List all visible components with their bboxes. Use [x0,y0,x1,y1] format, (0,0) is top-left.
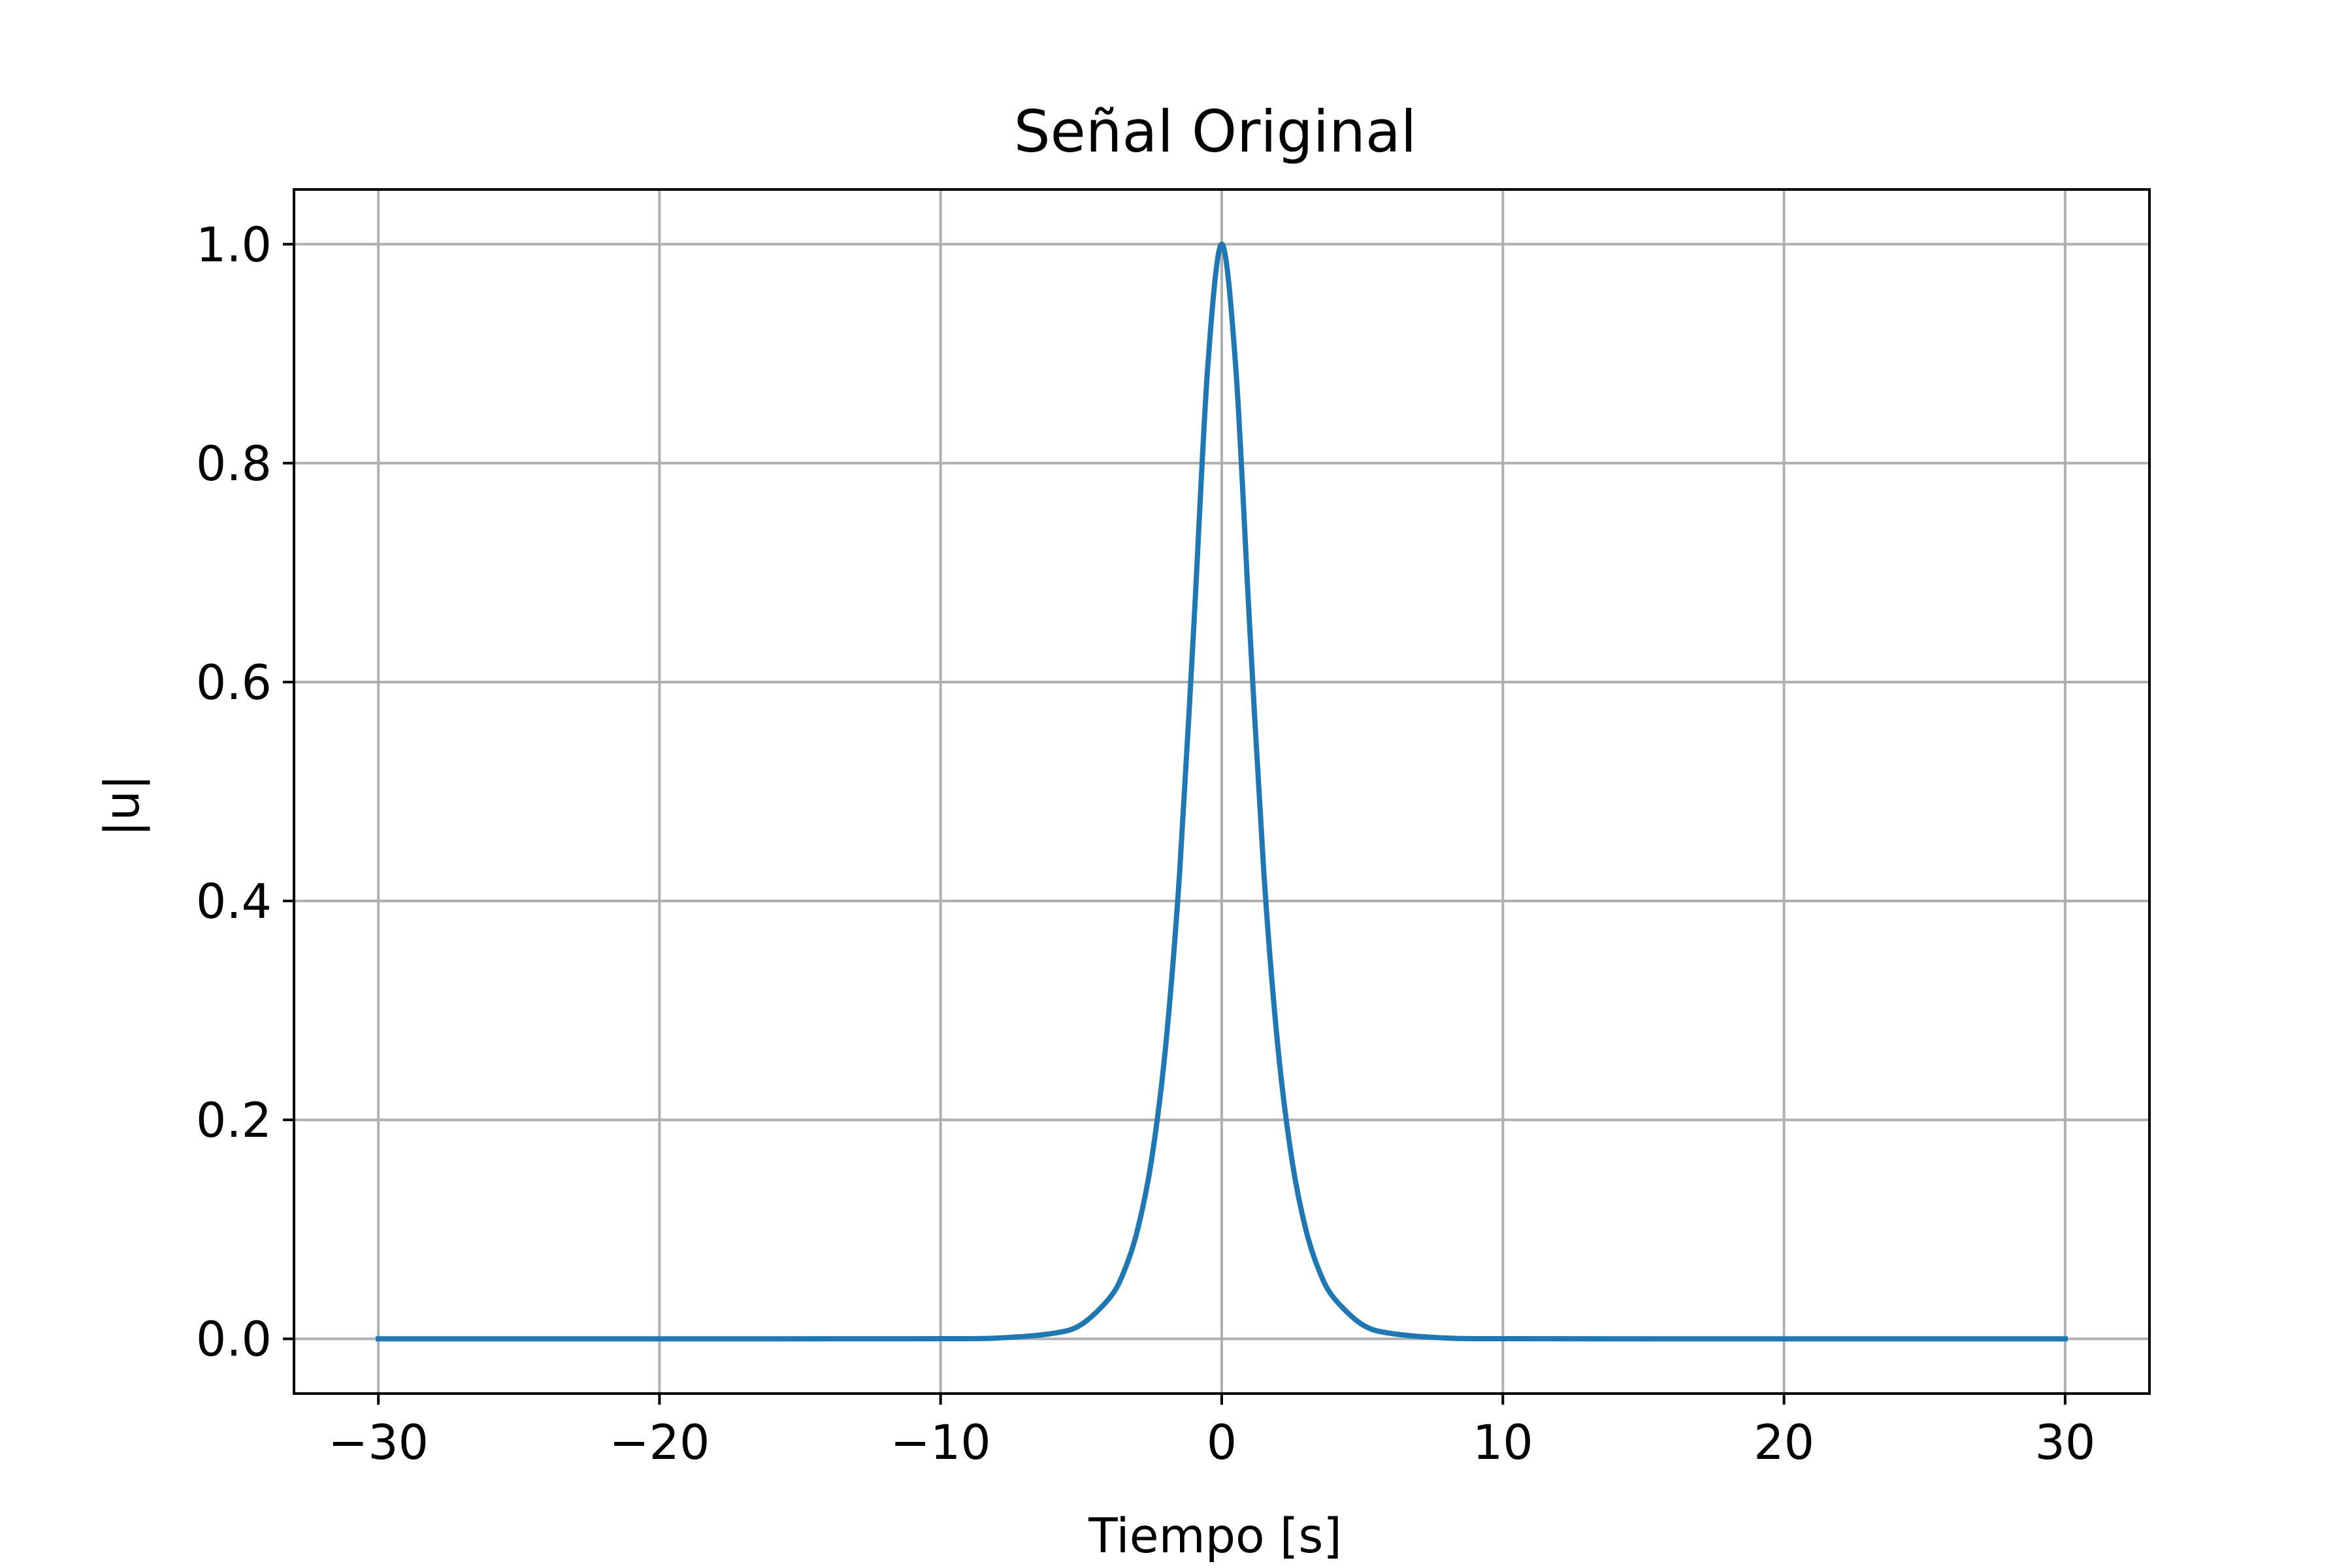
chart-title: Señal Original [1014,98,1416,165]
ticks: −30 −20 −10 0 10 20 30 0.0 0.2 0.4 0.6 0.8 1.0 [196,218,2095,1471]
y-tick-label: 0.2 [196,1093,272,1149]
x-tick-label: 10 [1473,1415,1533,1471]
x-tick-label: 20 [1754,1415,1814,1471]
y-tick-label: 0.4 [196,874,272,930]
x-tick-label: −20 [609,1415,710,1471]
x-tick-label: −30 [328,1415,429,1471]
x-tick-label: −10 [890,1415,991,1471]
y-tick-label: 0.6 [196,655,272,711]
y-tick-label: 0.0 [196,1312,272,1367]
x-axis-label: Tiempo [s] [1088,1509,1342,1564]
series-layer [376,241,2068,1342]
series-line [376,241,2068,1342]
y-tick-label: 0.8 [196,436,272,492]
x-tick-label: 0 [1207,1415,1237,1471]
x-tick-label: 30 [2034,1415,2095,1471]
y-tick-label: 1.0 [196,218,272,273]
y-axis-label: |u| [95,774,150,836]
